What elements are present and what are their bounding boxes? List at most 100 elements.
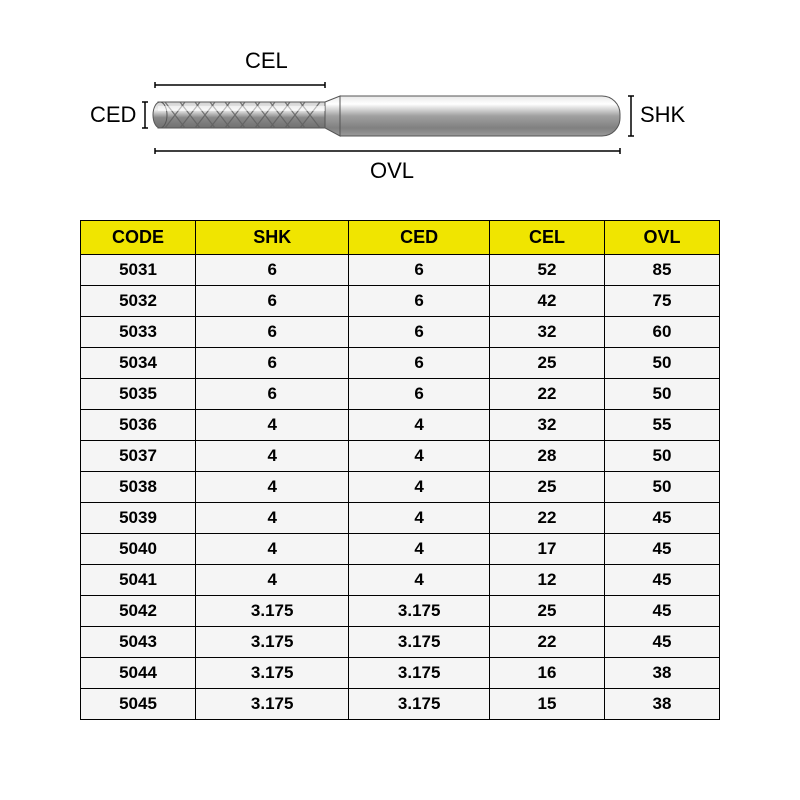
cell-code: 5040 bbox=[81, 534, 196, 565]
cell-shk: 6 bbox=[196, 286, 349, 317]
table-row: 5041441245 bbox=[81, 565, 720, 596]
cell-code: 5035 bbox=[81, 379, 196, 410]
spec-table: CODE SHK CED CEL OVL 5031665285503266427… bbox=[80, 220, 720, 720]
cell-cel: 17 bbox=[489, 534, 604, 565]
cell-shk: 6 bbox=[196, 348, 349, 379]
cell-ced: 4 bbox=[349, 565, 490, 596]
cell-code: 5045 bbox=[81, 689, 196, 720]
col-header-ced: CED bbox=[349, 221, 490, 255]
cell-cel: 25 bbox=[489, 472, 604, 503]
spec-table-container: CODE SHK CED CEL OVL 5031665285503266427… bbox=[80, 220, 720, 720]
cell-code: 5041 bbox=[81, 565, 196, 596]
cell-ovl: 50 bbox=[604, 379, 719, 410]
cell-shk: 4 bbox=[196, 472, 349, 503]
table-row: 5038442550 bbox=[81, 472, 720, 503]
cell-ovl: 45 bbox=[604, 534, 719, 565]
cell-shk: 6 bbox=[196, 255, 349, 286]
table-row: 50443.1753.1751638 bbox=[81, 658, 720, 689]
cell-shk: 6 bbox=[196, 317, 349, 348]
cell-cel: 25 bbox=[489, 348, 604, 379]
cell-ced: 4 bbox=[349, 472, 490, 503]
cell-ced: 4 bbox=[349, 503, 490, 534]
cell-cel: 25 bbox=[489, 596, 604, 627]
cell-cel: 22 bbox=[489, 379, 604, 410]
tool-diagram: CEL CED bbox=[80, 50, 720, 190]
table-row: 50423.1753.1752545 bbox=[81, 596, 720, 627]
cell-shk: 3.175 bbox=[196, 627, 349, 658]
cell-ovl: 45 bbox=[604, 565, 719, 596]
cell-ced: 6 bbox=[349, 379, 490, 410]
cell-code: 5037 bbox=[81, 441, 196, 472]
cell-ovl: 75 bbox=[604, 286, 719, 317]
col-header-cel: CEL bbox=[489, 221, 604, 255]
cell-ced: 6 bbox=[349, 286, 490, 317]
cell-shk: 3.175 bbox=[196, 596, 349, 627]
col-header-code: CODE bbox=[81, 221, 196, 255]
cell-ovl: 50 bbox=[604, 472, 719, 503]
cell-cel: 22 bbox=[489, 627, 604, 658]
cell-ced: 3.175 bbox=[349, 596, 490, 627]
cell-code: 5032 bbox=[81, 286, 196, 317]
cell-ovl: 50 bbox=[604, 348, 719, 379]
cell-ced: 3.175 bbox=[349, 658, 490, 689]
cell-shk: 4 bbox=[196, 410, 349, 441]
cell-shk: 4 bbox=[196, 441, 349, 472]
cell-ced: 6 bbox=[349, 317, 490, 348]
ced-label: CED bbox=[90, 102, 136, 127]
cell-cel: 32 bbox=[489, 410, 604, 441]
cell-code: 5034 bbox=[81, 348, 196, 379]
cell-code: 5042 bbox=[81, 596, 196, 627]
table-row: 5034662550 bbox=[81, 348, 720, 379]
cell-ovl: 50 bbox=[604, 441, 719, 472]
cell-cel: 52 bbox=[489, 255, 604, 286]
shk-label: SHK bbox=[640, 102, 686, 127]
cell-ced: 4 bbox=[349, 410, 490, 441]
cell-shk: 4 bbox=[196, 534, 349, 565]
cell-code: 5031 bbox=[81, 255, 196, 286]
cell-shk: 3.175 bbox=[196, 658, 349, 689]
cell-ovl: 85 bbox=[604, 255, 719, 286]
cell-ovl: 45 bbox=[604, 596, 719, 627]
cell-code: 5038 bbox=[81, 472, 196, 503]
cell-shk: 6 bbox=[196, 379, 349, 410]
table-row: 5031665285 bbox=[81, 255, 720, 286]
cell-cel: 16 bbox=[489, 658, 604, 689]
cell-code: 5039 bbox=[81, 503, 196, 534]
table-header-row: CODE SHK CED CEL OVL bbox=[81, 221, 720, 255]
table-row: 50433.1753.1752245 bbox=[81, 627, 720, 658]
cell-ced: 6 bbox=[349, 348, 490, 379]
table-row: 5039442245 bbox=[81, 503, 720, 534]
col-header-ovl: OVL bbox=[604, 221, 719, 255]
table-row: 5032664275 bbox=[81, 286, 720, 317]
cell-shk: 4 bbox=[196, 565, 349, 596]
diagram-svg: CEL CED bbox=[80, 50, 720, 190]
cell-ced: 4 bbox=[349, 534, 490, 565]
cell-cel: 22 bbox=[489, 503, 604, 534]
cell-ovl: 60 bbox=[604, 317, 719, 348]
cell-ced: 4 bbox=[349, 441, 490, 472]
cell-ovl: 38 bbox=[604, 658, 719, 689]
ovl-label: OVL bbox=[370, 158, 414, 183]
cell-ovl: 45 bbox=[604, 503, 719, 534]
cel-label: CEL bbox=[245, 50, 288, 73]
cell-cel: 15 bbox=[489, 689, 604, 720]
cell-code: 5044 bbox=[81, 658, 196, 689]
cell-ovl: 55 bbox=[604, 410, 719, 441]
cell-ovl: 38 bbox=[604, 689, 719, 720]
cell-code: 5043 bbox=[81, 627, 196, 658]
cell-cel: 12 bbox=[489, 565, 604, 596]
table-row: 5033663260 bbox=[81, 317, 720, 348]
cell-shk: 3.175 bbox=[196, 689, 349, 720]
cell-ced: 3.175 bbox=[349, 627, 490, 658]
cell-shk: 4 bbox=[196, 503, 349, 534]
cell-ovl: 45 bbox=[604, 627, 719, 658]
cell-code: 5036 bbox=[81, 410, 196, 441]
table-row: 5040441745 bbox=[81, 534, 720, 565]
cell-cel: 32 bbox=[489, 317, 604, 348]
table-row: 5037442850 bbox=[81, 441, 720, 472]
cell-cel: 42 bbox=[489, 286, 604, 317]
cell-ced: 3.175 bbox=[349, 689, 490, 720]
table-row: 50453.1753.1751538 bbox=[81, 689, 720, 720]
table-row: 5036443255 bbox=[81, 410, 720, 441]
table-row: 5035662250 bbox=[81, 379, 720, 410]
